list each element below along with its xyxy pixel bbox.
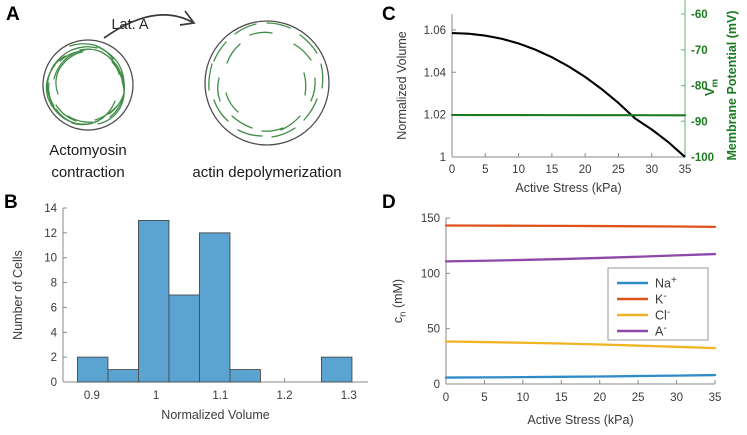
lat-a-arrow xyxy=(103,10,196,39)
panel-d-xtick-label: 0 xyxy=(443,392,449,404)
panel-c-right-ytick-label: -60 xyxy=(691,9,708,21)
panel-b-ytick-label: 12 xyxy=(44,228,57,240)
panel-b-xaxis-label: Normalized Volume xyxy=(161,408,269,422)
panel-c-xtick-label: 30 xyxy=(645,164,658,176)
panel-b-xtick-label: 1 xyxy=(153,390,159,402)
histogram-bar xyxy=(137,219,170,383)
panel-c-vm-label: Vm xyxy=(702,79,721,96)
panel-c-xtick-label: 35 xyxy=(679,164,692,176)
panel-c-ytick-label: 1 xyxy=(440,152,446,164)
left-cell-actin-cortex xyxy=(45,43,125,126)
panel-c-lineplot: 1 1.02 1.04 1.06 0 5 10 15 20 25 30 35 -60 -70 -80 -90 -… xyxy=(395,0,739,195)
histogram-bar xyxy=(198,232,231,383)
panel-d-xtick-label: 25 xyxy=(632,392,645,404)
panel-c-label: C xyxy=(382,4,396,25)
panel-a-left-caption-line1: Actomyosin xyxy=(49,142,127,159)
legend-label: Na+ xyxy=(655,275,677,291)
ion-series-line xyxy=(444,340,717,350)
panel-a-right-caption: actin depolymerization xyxy=(192,164,341,181)
ion-series-line xyxy=(444,252,717,263)
panel-c-right-ytick-label: -90 xyxy=(691,116,708,128)
panel-d-xtick-label: 5 xyxy=(481,392,487,404)
panel-d-xtick-label: 10 xyxy=(516,392,529,404)
panel-d-ytick-label: 150 xyxy=(421,213,440,225)
panel-c-ytick-label: 1.02 xyxy=(424,110,446,122)
panel-b-ytick-label: 8 xyxy=(51,278,57,290)
ion-series-line xyxy=(444,373,717,379)
ion-series-line xyxy=(444,224,717,228)
panel-a-label: A xyxy=(6,4,20,25)
lat-a-arrow-label: Lat. A xyxy=(111,17,148,33)
legend-label: K- xyxy=(655,291,667,307)
panel-c-right-yaxis-label: Membrane Potential (mV) xyxy=(725,10,739,160)
panel-d-legend: Na+K-Cl-A- xyxy=(607,267,709,341)
histogram-bar xyxy=(320,356,353,383)
panel-d-lineplot: 0 50 100 150 0 5 10 15 20 25 30 35 Active Stress (kP… xyxy=(391,213,722,427)
panel-c-yaxis-label: Normalized Volume xyxy=(395,31,409,139)
panel-c-right-ytick-label: -100 xyxy=(691,152,714,164)
panel-b-xtick-label: 1.2 xyxy=(277,390,293,402)
panel-b-label: B xyxy=(4,192,18,213)
right-cell xyxy=(204,20,330,146)
panel-b-ytick-label: 14 xyxy=(44,203,57,215)
panel-b-ytick-label: 0 xyxy=(51,377,57,389)
panel-b-histogram: 0 2 4 6 8 10 12 14 0.9 1 1.1 1.2 1.3 Normalized Volum… xyxy=(11,203,368,422)
panel-d-ytick-label: 100 xyxy=(421,268,440,280)
panel-c-xtick-label: 10 xyxy=(512,164,525,176)
panel-c-right-ytick-label: -70 xyxy=(691,45,708,57)
panel-c-xtick-label: 25 xyxy=(612,164,625,176)
panel-d-xtick-label: 35 xyxy=(709,392,722,404)
panel-b-ytick-label: 2 xyxy=(51,352,57,364)
panel-d: D 0 50 100 150 0 5 10 15 20 25 30 35 Active Stress (… xyxy=(380,190,747,435)
panel-c-xaxis-label: Active Stress (kPa) xyxy=(515,181,621,195)
legend-label: Cl- xyxy=(655,307,670,323)
panel-c-ytick-label: 1.04 xyxy=(424,67,447,79)
panel-a: A Lat. A xyxy=(0,0,380,190)
panel-b-bars xyxy=(76,219,353,383)
panel-d-ytick-label: 0 xyxy=(434,379,440,391)
panel-c-xtick-label: 15 xyxy=(545,164,558,176)
panel-c-xtick-label: 5 xyxy=(482,164,488,176)
histogram-bar xyxy=(76,356,109,383)
histogram-bar xyxy=(229,369,261,383)
panel-b-yaxis-label: Number of Cells xyxy=(11,250,25,340)
panel-c-ytick-label: 1.06 xyxy=(424,25,446,37)
svg-text:Vm: Vm xyxy=(702,79,721,96)
legend-label: A- xyxy=(655,323,667,339)
panel-d-xtick-label: 30 xyxy=(670,392,683,404)
panel-c-xtick-label: 20 xyxy=(579,164,592,176)
right-cell-actin-fragments xyxy=(208,22,324,138)
panel-b-ytick-label: 10 xyxy=(44,253,57,265)
panel-b-xtick-label: 1.3 xyxy=(341,390,357,402)
panel-a-left-caption-line2: contraction xyxy=(51,164,124,181)
histogram-bar xyxy=(168,294,200,383)
panel-d-yaxis-label: cn (mM) xyxy=(391,279,409,323)
left-cell xyxy=(42,39,134,131)
panel-b-xtick-label: 1.1 xyxy=(212,390,228,402)
panel-b-ytick-label: 6 xyxy=(51,302,57,314)
svg-text:cn (mM): cn (mM) xyxy=(391,279,409,323)
normalized-volume-curve xyxy=(451,32,686,158)
panel-a-schematic: Lat. A xyxy=(42,10,342,181)
panel-d-xtick-label: 15 xyxy=(555,392,568,404)
panel-c-xtick-label: 0 xyxy=(449,164,455,176)
panel-d-label: D xyxy=(382,192,396,213)
panel-c-right-ytick-label: -80 xyxy=(691,81,708,93)
panel-d-ytick-label: 50 xyxy=(427,324,440,336)
panel-b-ytick-label: 4 xyxy=(51,327,58,339)
histogram-bar xyxy=(107,369,139,383)
panel-b-xtick-label: 0.9 xyxy=(84,390,100,402)
panel-d-xtick-label: 20 xyxy=(593,392,606,404)
panel-c: C 1 1.02 1.04 1.06 0 5 10 15 20 25 30 35 -60 -70 -80 -9… xyxy=(380,0,747,195)
panel-b: B 0 2 4 6 8 10 12 14 0.9 1 1.1 1.2 1.3 Normalized Vol… xyxy=(0,190,380,435)
panel-d-xaxis-label: Active Stress (kPa) xyxy=(527,413,633,427)
